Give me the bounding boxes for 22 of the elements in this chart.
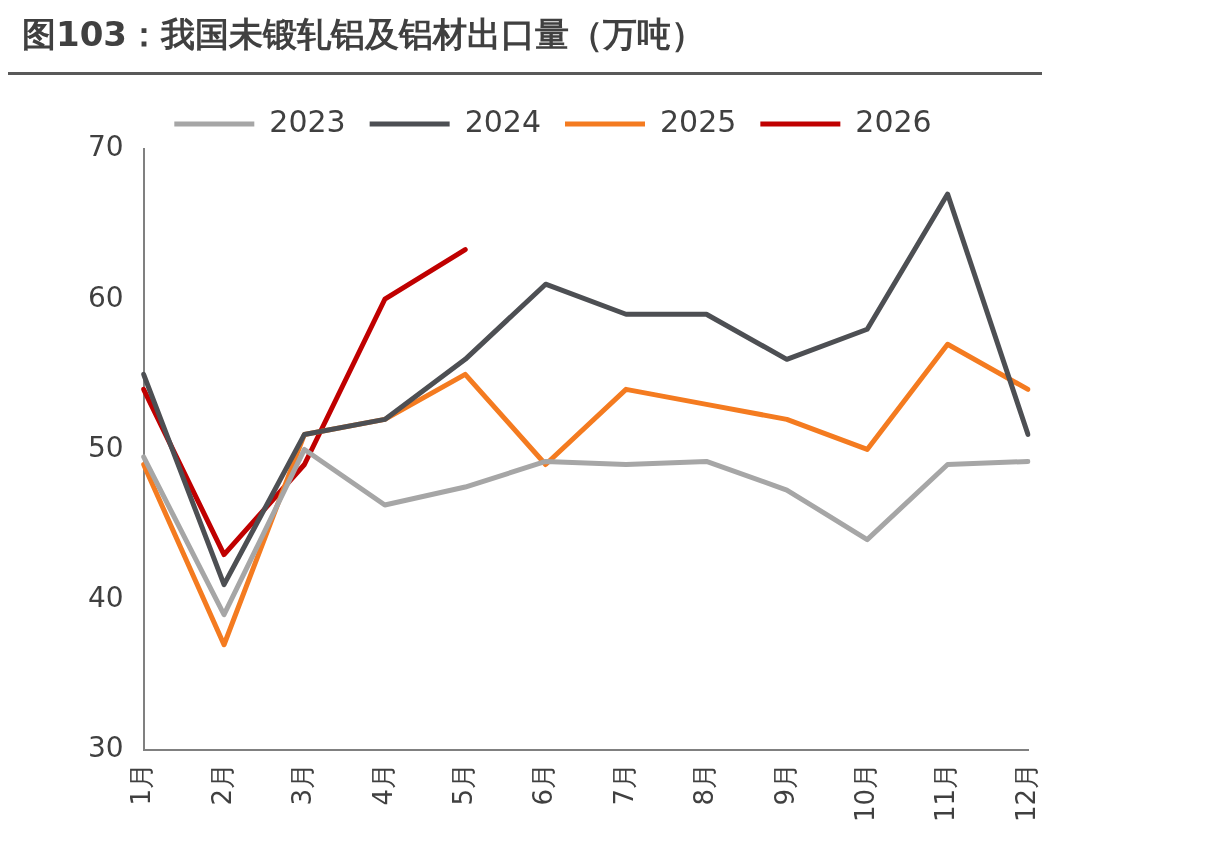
x-tick-label: 8月: [689, 762, 720, 806]
y-tick-label: 70: [87, 130, 124, 164]
legend-label: 2026: [855, 103, 932, 139]
x-tick-label: 6月: [528, 762, 559, 806]
x-tick-label: 5月: [447, 762, 478, 806]
x-tick-label: 7月: [608, 762, 639, 806]
x-tick-label: 9月: [769, 762, 800, 806]
chart-title: 图103：我国未锻轧铝及铝材出口量（万吨）: [8, 8, 1042, 75]
x-tick-label: 12月: [1010, 762, 1041, 823]
x-tick-label: 1月: [126, 762, 157, 806]
x-tick-label: 2月: [206, 762, 237, 806]
y-tick-label: 30: [87, 731, 124, 765]
x-tick-label: 11月: [930, 762, 961, 823]
y-tick-label: 40: [87, 580, 124, 614]
legend-label: 2024: [464, 103, 542, 139]
legend-label: 2023: [269, 103, 346, 139]
x-tick-label: 10月: [849, 762, 880, 823]
y-tick-label: 60: [87, 280, 124, 314]
legend-label: 2025: [660, 103, 737, 139]
y-tick-label: 50: [87, 430, 124, 464]
x-tick-label: 3月: [287, 762, 318, 806]
x-tick-label: 4月: [367, 762, 398, 806]
